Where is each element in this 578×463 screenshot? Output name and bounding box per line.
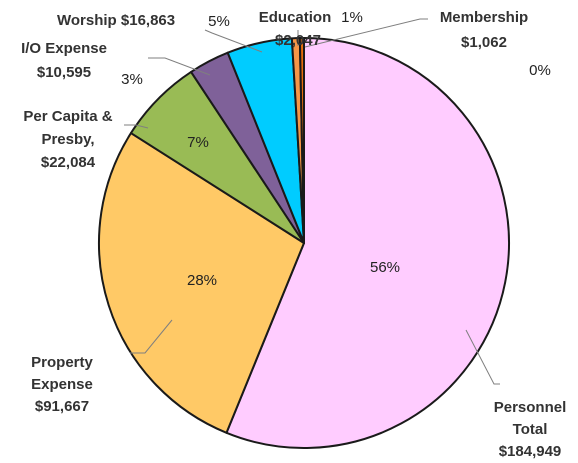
label-io: I/O Expense $10,595 [21, 40, 107, 81]
leader-line-percapita [124, 124, 149, 129]
label-percapita-line2: Presby, [41, 131, 94, 148]
label-membership-line2: $1,062 [461, 34, 507, 51]
label-property: Property Expense $91,667 [31, 354, 93, 415]
slice-percent-property: 28% [187, 272, 217, 289]
label-property-line2: Expense [31, 376, 93, 393]
label-percapita-line1: Per Capita & [23, 108, 112, 125]
slice-percent-education: 1% [341, 9, 363, 26]
pie-slice-membership [298, 36, 305, 244]
label-personnel-line1: Personnel [494, 399, 567, 416]
pie-slice-property-expense [97, 132, 305, 434]
pie-slices [97, 36, 510, 449]
leader-lines [124, 18, 500, 385]
label-education-line2: $2,047 [275, 32, 321, 49]
label-personnel-line3: $184,949 [499, 443, 562, 460]
slice-percent-io: 3% [121, 71, 143, 88]
leader-line-personnel [465, 329, 500, 385]
slice-percent-worship: 5% [208, 13, 230, 30]
label-personnel-line2: Total [513, 421, 548, 438]
label-membership-line1: Membership [440, 9, 528, 26]
label-worship: Worship $16,863 [57, 12, 175, 29]
slice-percent-membership: 0% [529, 62, 551, 79]
label-membership: Membership $1,062 [440, 9, 528, 51]
label-percapita: Per Capita & Presby, $22,084 [23, 108, 112, 171]
slice-percent-personnel: 56% [370, 259, 400, 276]
leader-line-membership [304, 18, 428, 48]
label-percapita-line3: $22,084 [41, 154, 96, 171]
label-property-line1: Property [31, 354, 93, 371]
label-education-line1: Education [259, 9, 332, 26]
leader-line-worship [204, 29, 263, 53]
leader-line-property [130, 319, 173, 354]
leader-line-io [148, 57, 211, 76]
label-personnel: Personnel Total $184,949 [494, 399, 567, 460]
label-io-line1: I/O Expense [21, 40, 107, 57]
pie-slice-personnel-total [225, 37, 510, 449]
label-worship-line1: Worship $16,863 [57, 12, 175, 29]
label-property-line3: $91,667 [35, 398, 89, 415]
label-education: Education $2,047 [259, 9, 332, 49]
label-io-line2: $10,595 [37, 64, 91, 81]
slice-percent-percapita: 7% [187, 134, 209, 151]
